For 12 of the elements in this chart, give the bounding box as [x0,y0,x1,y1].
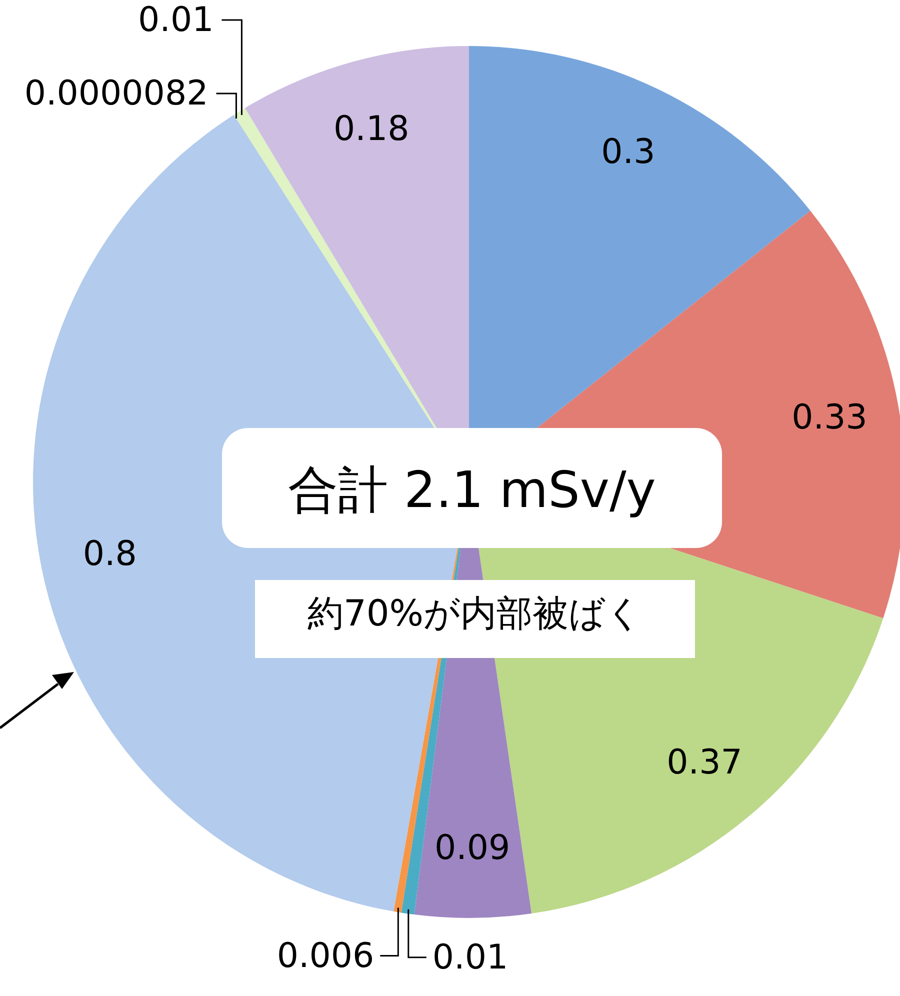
data-label: 0.8 [82,534,137,574]
data-label: 0.33 [792,398,868,438]
data-label: 0.01 [138,0,214,40]
data-label: 0.01 [432,937,508,978]
data-label: 0.3 [601,132,656,172]
data-label: 0.006 [276,936,374,976]
text: 合計 2.1 mSv/y [288,461,656,519]
data-label: 0.37 [666,742,742,782]
data-label: 0.0000082 [24,74,208,114]
text: 約70%が内部被ばく [307,594,643,634]
data-label: 0.18 [334,109,410,150]
data-label: 0.09 [434,828,510,868]
